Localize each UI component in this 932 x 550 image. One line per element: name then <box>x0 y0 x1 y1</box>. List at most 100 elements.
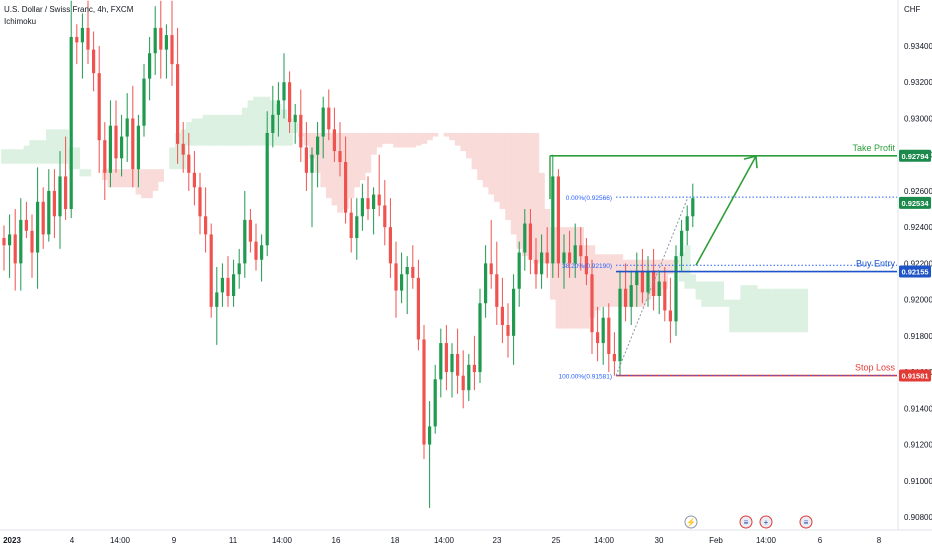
candle-bearish <box>411 267 415 278</box>
candle-bearish <box>13 234 17 264</box>
candle-bearish <box>288 82 292 123</box>
cloud-segment <box>236 114 243 146</box>
cloud-segment <box>29 140 36 164</box>
cloud-segment <box>12 149 19 164</box>
cloud-segment <box>785 288 792 333</box>
level-name: Buy Entry <box>856 259 896 269</box>
lightning-icon[interactable]: ⚡ <box>684 515 698 529</box>
fib-label: 0.00%(0.92566) <box>566 195 612 202</box>
icon-circle <box>759 515 773 529</box>
candle-bearish <box>624 288 628 307</box>
candle-bullish <box>635 270 639 286</box>
y-tick-label: 0.93400 <box>904 42 932 51</box>
cloud-segment <box>667 259 674 275</box>
candle-bullish <box>232 274 236 296</box>
cloud-segment <box>124 169 131 188</box>
current-price-tag: 0.92534 <box>901 199 929 208</box>
cloud-segment <box>774 288 780 333</box>
cloud-segment <box>410 132 416 148</box>
y-tick-label: 0.93200 <box>904 78 932 87</box>
candle-bullish <box>36 201 40 253</box>
cloud-segment <box>488 132 495 195</box>
cloud-segment <box>387 132 394 144</box>
cloud-segment <box>740 285 747 333</box>
y-tick-label: 0.91000 <box>904 477 932 486</box>
cloud-segment <box>734 299 741 333</box>
candle-bearish <box>248 219 252 242</box>
x-tick-label: 14:00 <box>756 536 777 545</box>
symbol-title[interactable]: U.S. Dollar / Swiss Franc, 4h, FXCM <box>4 5 134 14</box>
x-tick-label: 6 <box>818 536 823 545</box>
candle-bearish <box>366 198 370 210</box>
candle-bearish <box>204 216 208 235</box>
candle-bullish <box>428 426 432 445</box>
cloud-segment <box>723 299 730 307</box>
target-arrow-shaft <box>695 155 757 266</box>
cloud-segment <box>516 132 523 249</box>
cloud-segment <box>40 140 47 164</box>
candle-bearish <box>192 172 196 188</box>
candle-bearish <box>612 353 616 362</box>
cloud-segment <box>74 147 80 170</box>
cloud-segment <box>365 132 372 173</box>
x-tick-label: Feb <box>709 536 723 545</box>
candle-bearish <box>456 353 460 376</box>
candle-bullish <box>321 107 325 137</box>
cloud-segment <box>466 132 472 159</box>
y-tick-label: 0.92000 <box>904 296 932 305</box>
x-tick-label: 14:00 <box>434 536 455 545</box>
flag-icon-us[interactable]: ≡ <box>739 515 753 529</box>
x-tick-label: 30 <box>655 536 664 545</box>
cloud-segment <box>443 132 450 137</box>
candle-bearish <box>394 263 398 291</box>
cloud-segment <box>354 132 360 188</box>
candle-bullish <box>148 53 152 79</box>
candle-bullish <box>8 234 12 246</box>
candle-bearish <box>131 118 135 170</box>
cloud-segment <box>499 132 506 210</box>
candle-bullish <box>19 219 23 264</box>
candle-bullish <box>691 198 695 217</box>
cloud-segment <box>152 169 159 191</box>
candle-bearish <box>568 252 572 264</box>
cloud-segment <box>393 132 400 148</box>
candle-bullish <box>243 219 247 264</box>
flag-icon-us[interactable]: ≡ <box>799 515 813 529</box>
candle-bullish <box>517 252 521 289</box>
cloud-segment <box>242 107 248 146</box>
candle-bearish <box>332 129 336 152</box>
cloud-segment <box>57 129 64 164</box>
candle-bearish <box>2 238 6 246</box>
x-tick-label: 25 <box>552 536 561 545</box>
cloud-segment <box>113 169 120 188</box>
candle-bullish <box>282 82 286 101</box>
candle-bearish <box>181 143 185 155</box>
candle-bearish <box>24 219 28 231</box>
icon-glyph: ⚡ <box>686 517 696 527</box>
candle-bullish <box>484 263 488 304</box>
cloud-segment <box>348 132 355 199</box>
candle-bearish <box>103 140 107 173</box>
arrow-head-icon <box>743 155 758 169</box>
candle-bearish <box>607 317 611 354</box>
cloud-segment <box>522 132 528 257</box>
cloud-segment <box>141 169 148 199</box>
candle-bullish <box>646 270 650 293</box>
candle-bullish <box>293 114 297 123</box>
candle-bullish <box>523 223 527 253</box>
candle-bearish <box>652 270 656 296</box>
candle-bearish <box>416 277 420 340</box>
candle-bearish <box>472 364 476 373</box>
indicator-name[interactable]: Ichimoku <box>4 17 37 26</box>
candle-bullish <box>405 267 409 275</box>
cloud-segment <box>225 114 232 146</box>
x-tick-label: 4 <box>70 536 75 545</box>
flag-icon-ch[interactable]: + <box>759 515 773 529</box>
candle-bullish <box>439 343 443 380</box>
candle-bullish <box>562 252 566 264</box>
x-tick-label: 14:00 <box>110 536 131 545</box>
candle-bullish <box>400 274 404 291</box>
candle-bearish <box>75 36 79 43</box>
x-tick-label: 23 <box>493 536 502 545</box>
